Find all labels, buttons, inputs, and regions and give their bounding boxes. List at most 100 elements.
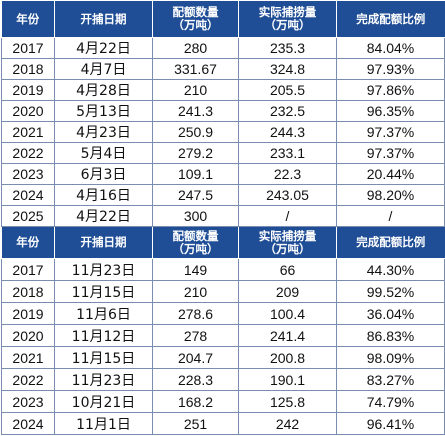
table-row: 2025 4月22日 300// [1, 205, 445, 227]
table-row: 2024 11月1日 251 242 96.41% [1, 412, 445, 435]
cell-year: 2024 [1, 184, 55, 206]
cell-completion-ratio: 99.52% [336, 280, 445, 303]
table-row: 2020 5月13日 241.3 232.5 96.35% [1, 100, 445, 122]
cell-open-date: 11月12日 [54, 324, 153, 347]
cell-quota: 168.2 [152, 390, 239, 413]
cell-completion-ratio: 74.79% [336, 390, 445, 413]
cell-open-date: 4月16日 [54, 184, 153, 206]
header-actual-catch: 实际捕捞量 （万吨） [238, 1, 337, 38]
cell-completion-ratio: 98.09% [336, 346, 445, 369]
table-row: 2017 11月23日 149 66 44.30% [1, 258, 445, 281]
cell-completion-ratio: 96.41% [336, 412, 445, 435]
cell-quota: 241.3 [152, 100, 239, 122]
cell-quota: 210 [152, 280, 239, 303]
cell-quota: 278.6 [152, 302, 239, 325]
cell-actual-catch: 22.3 [238, 163, 337, 185]
cell-quota: 279.2 [152, 142, 239, 164]
cell-open-date: 10月21日 [54, 390, 153, 413]
cell-actual-catch: 125.8 [238, 390, 337, 413]
cell-open-date: 5月4日 [54, 142, 153, 164]
season-2-rows: 2017 11月23日 149 66 44.30% 2018 11月15日 210 209 99.… [1, 258, 445, 435]
cell-year: 2021 [1, 121, 55, 143]
cell-open-date: 5月13日 [54, 100, 153, 122]
cell-open-date: 4月28日 [54, 79, 153, 101]
cell-year: 2025 [1, 205, 55, 227]
cell-open-date: 11月23日 [54, 368, 153, 391]
cell-year: 2018 [1, 280, 55, 303]
table-row: 2023 10月21日 168.2 125.8 74.79% [1, 390, 445, 413]
cell-quota: 300 [152, 205, 239, 227]
table-row: 2023 6月3日 109.1 22.3 20.44% [1, 163, 445, 185]
cell-completion-ratio: 98.20% [336, 184, 445, 206]
cell-actual-catch: 209 [238, 280, 337, 303]
cell-quota: 278 [152, 324, 239, 347]
cell-actual-catch: 243.05 [238, 184, 337, 206]
cell-quota: 204.7 [152, 346, 239, 369]
cell-actual-catch: 242 [238, 412, 337, 435]
cell-actual-catch: 200.8 [238, 346, 337, 369]
cell-open-date: 11月15日 [54, 280, 153, 303]
cell-actual-catch: 324.8 [238, 58, 337, 80]
cell-year: 2018 [1, 58, 55, 80]
cell-quota: 247.5 [152, 184, 239, 206]
cell-completion-ratio: 97.37% [336, 121, 445, 143]
cell-quota: 251 [152, 412, 239, 435]
table-row: 2024 4月16日 247.5 243.05 98.20% [1, 184, 445, 206]
header-quota-unit: （万吨） [172, 18, 219, 32]
cell-completion-ratio: 83.27% [336, 368, 445, 391]
table-row: 2022 5月4日 279.2 233.1 97.37% [1, 142, 445, 164]
header-actual-catch-unit: （万吨） [264, 18, 311, 32]
table-row: 2022 11月23日 228.3 190.1 83.27% [1, 368, 445, 391]
table-row: 2020 11月12日 278 241.4 86.83% [1, 324, 445, 347]
cell-open-date: 4月22日 [54, 205, 153, 227]
header-open-date: 开捕日期 [54, 1, 153, 38]
header-actual-catch-label: 实际捕捞量 [258, 5, 317, 19]
cell-actual-catch: 232.5 [238, 100, 337, 122]
cell-quota: 228.3 [152, 368, 239, 391]
cell-year: 2024 [1, 412, 55, 435]
header-year: 年份 [1, 226, 55, 259]
season-1-rows: 2017 4月22日 280 235.3 84.04% 2018 4月7日 331.67 324… [1, 37, 445, 227]
cell-year: 2020 [1, 100, 55, 122]
cell-quota: 331.67 [152, 58, 239, 80]
header-completion-ratio: 完成配额比例 [336, 226, 445, 259]
cell-year: 2019 [1, 79, 55, 101]
header-quota-unit: （万吨） [172, 241, 219, 256]
cell-completion-ratio: 96.35% [336, 100, 445, 122]
table-row: 2021 11月15日 204.7 200.8 98.09% [1, 346, 445, 369]
cell-completion-ratio: 97.93% [336, 58, 445, 80]
cell-quota: 280 [152, 37, 239, 59]
cell-actual-catch: 66 [238, 258, 337, 281]
header-actual-catch-label: 实际捕捞量 [258, 228, 317, 243]
cell-year: 2023 [1, 163, 55, 185]
header-quota-label: 配额数量 [172, 228, 219, 243]
cell-actual-catch: 241.4 [238, 324, 337, 347]
table-header-row: 年份 开捕日期 配额数量 （万吨） 实际捕捞量 （万吨） 完成配额比例 [1, 226, 445, 259]
cell-completion-ratio: / [336, 205, 445, 227]
cell-completion-ratio: 84.04% [336, 37, 445, 59]
cell-actual-catch: 205.5 [238, 79, 337, 101]
header-actual-catch: 实际捕捞量 （万吨） [238, 226, 337, 259]
cell-open-date: 11月15日 [54, 346, 153, 369]
cell-quota: 250.9 [152, 121, 239, 143]
cell-completion-ratio: 97.86% [336, 79, 445, 101]
cell-completion-ratio: 44.30% [336, 258, 445, 281]
cell-open-date: 11月6日 [54, 302, 153, 325]
header-actual-catch-unit: （万吨） [264, 241, 311, 256]
header-open-date: 开捕日期 [54, 226, 153, 259]
cell-open-date: 11月23日 [54, 258, 153, 281]
cell-open-date: 11月1日 [54, 412, 153, 435]
table-row: 2018 11月15日 210 209 99.52% [1, 280, 445, 303]
cell-year: 2019 [1, 302, 55, 325]
cell-year: 2023 [1, 390, 55, 413]
table-row: 2021 4月23日 250.9 244.3 97.37% [1, 121, 445, 143]
table-header-row: 年份 开捕日期 配额数量 （万吨） 实际捕捞量 （万吨） 完成配额比例 [1, 1, 445, 38]
cell-quota: 109.1 [152, 163, 239, 185]
cell-actual-catch: 100.4 [238, 302, 337, 325]
cell-completion-ratio: 97.37% [336, 142, 445, 164]
cell-year: 2021 [1, 346, 55, 369]
table-row: 2018 4月7日 331.67 324.8 97.93% [1, 58, 445, 80]
cell-actual-catch: 235.3 [238, 37, 337, 59]
cell-actual-catch: / [238, 205, 337, 227]
